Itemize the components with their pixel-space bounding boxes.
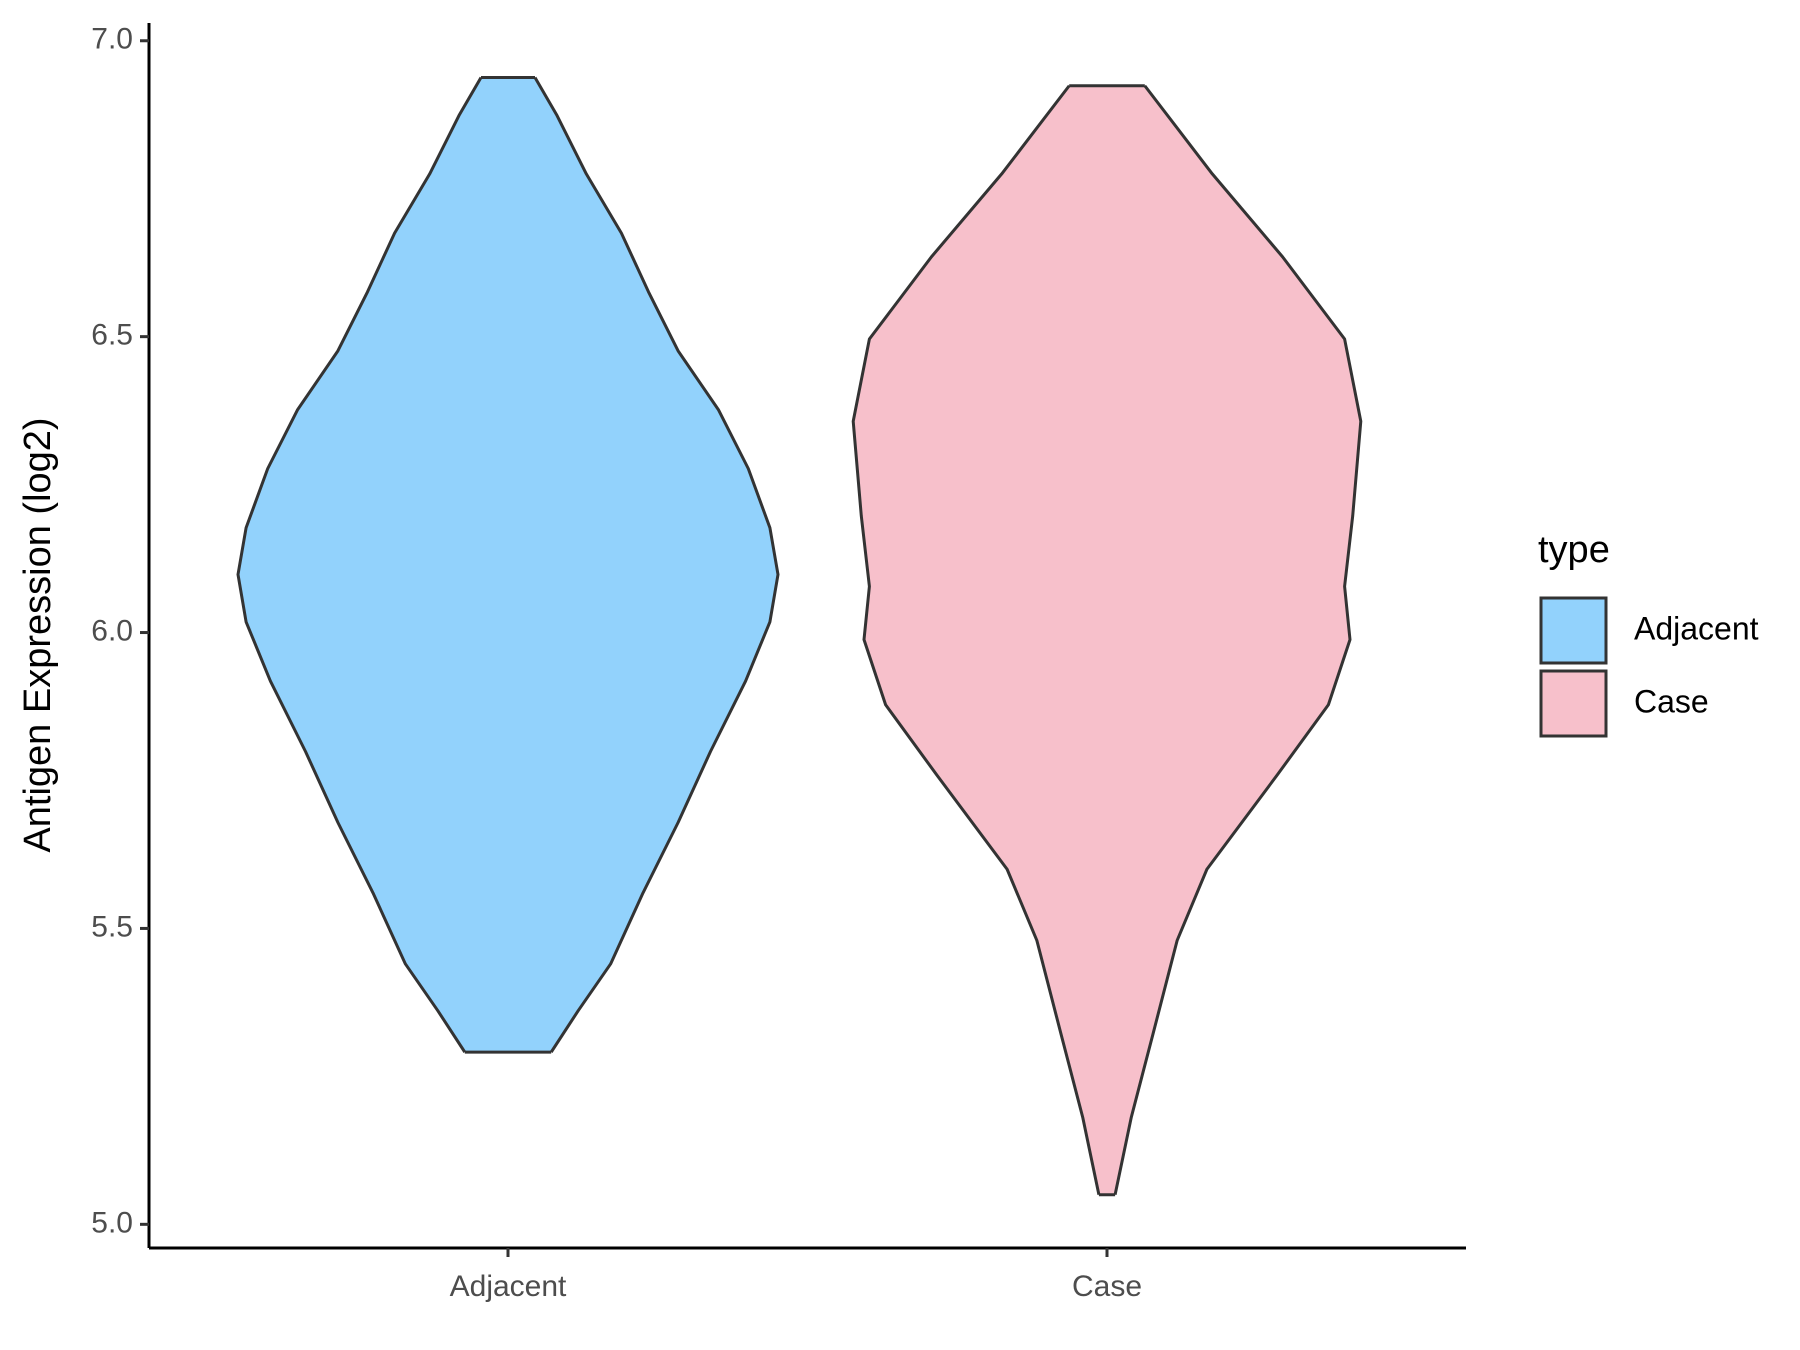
violin-body [853,85,1361,1195]
violin-left-edge [851,84,1101,1196]
x-tick-label: Case [1072,1270,1142,1303]
legend-key [1539,669,1608,738]
violin-body [238,77,778,1053]
y-tick-label: 7.0 [91,23,133,56]
legend-title: type [1538,529,1610,571]
violin-right-edge [1113,84,1363,1196]
x-tick-label: Adjacent [450,1270,567,1303]
y-tick-label: 6.5 [91,319,133,352]
legend-label: Adjacent [1634,610,1759,646]
violin-left-edge [236,76,483,1053]
violin-right-edge [533,76,780,1053]
y-axis-title: Antigen Expression (log2) [17,417,59,852]
y-tick-label: 5.0 [91,1206,133,1239]
y-tick-label: 6.0 [91,614,133,647]
legend-key [1539,596,1608,665]
y-tick-label: 5.5 [91,910,133,943]
legend-label: Case [1634,683,1709,719]
